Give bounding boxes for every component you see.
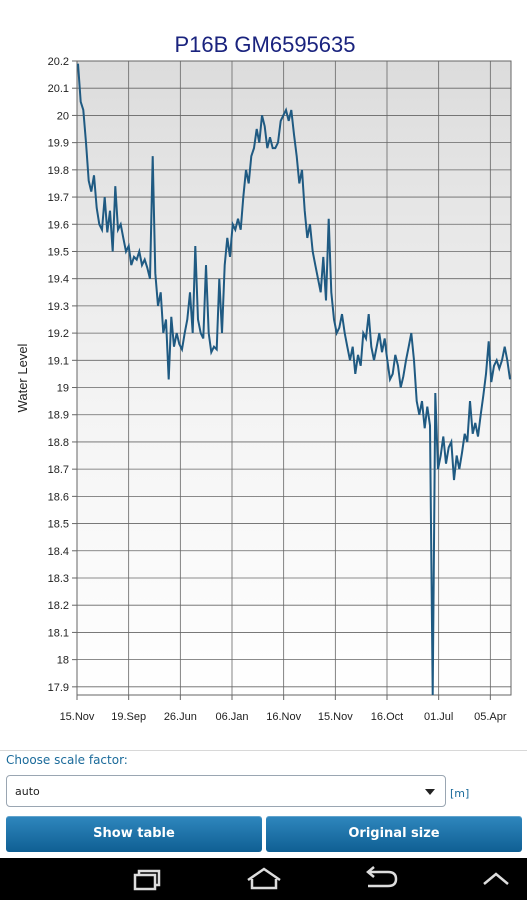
y-tick-label: 20.1 (48, 83, 69, 95)
water-level-chart: P16B GM6595635 20.2 20.1 20 19.9 19.8 19.7 19.… (15, 32, 512, 723)
chevron-up-icon[interactable] (466, 858, 526, 900)
y-tick-label: 18.5 (48, 519, 69, 531)
y-tick-label: 19 (57, 383, 69, 395)
x-tick-label: 06.Jan (215, 711, 248, 723)
y-tick-label: 18.1 (48, 627, 69, 639)
y-tick-label: 19.5 (48, 246, 69, 258)
original-size-button[interactable]: Original size (266, 816, 522, 852)
y-tick-label: 19.9 (48, 138, 69, 150)
chart-panel: P16B GM6595635 20.2 20.1 20 19.9 19.8 19.7 19.… (0, 32, 527, 751)
y-tick-label: 18.6 (48, 491, 69, 503)
y-tick-label: 19.4 (48, 274, 69, 286)
y-tick-label: 18.4 (48, 546, 69, 558)
x-tick-label: 15.Nov (60, 711, 95, 723)
show-table-button[interactable]: Show table (6, 816, 262, 852)
y-tick-label: 19.1 (48, 355, 69, 367)
y-tick-label: 18.3 (48, 573, 69, 585)
x-tick-label: 16.Nov (266, 711, 301, 723)
back-icon[interactable] (350, 858, 410, 900)
y-tick-label: 18.9 (48, 410, 69, 422)
y-tick-label: 19.6 (48, 219, 69, 231)
series-line (77, 63, 511, 696)
x-tick-label: 05.Apr (474, 711, 507, 723)
x-tick-label: 01.Jul (424, 711, 453, 723)
dropdown-arrow-icon (425, 789, 435, 795)
x-tick-label: 26.Jun (164, 711, 197, 723)
y-tick-label: 19.2 (48, 328, 69, 340)
y-tick-label: 19.7 (48, 192, 69, 204)
y-tick-label: 18.7 (48, 464, 69, 476)
y-tick-label: 20.2 (48, 56, 69, 68)
y-tick-label: 19.8 (48, 165, 69, 177)
unit-label: [m] (450, 787, 470, 800)
scale-factor-select[interactable]: auto (6, 775, 446, 807)
x-tick-label: 15.Nov (318, 711, 353, 723)
y-tick-label: 20 (57, 110, 69, 122)
y-tick-label: 18 (57, 655, 69, 667)
recent-apps-icon[interactable] (120, 858, 180, 900)
scale-factor-value: auto (15, 785, 40, 798)
x-tick-label: 19.Sep (111, 711, 146, 723)
x-tick-label: 16.Oct (371, 711, 403, 723)
scale-factor-label: Choose scale factor: (6, 753, 128, 767)
y-tick-label: 19.3 (48, 301, 69, 313)
y-axis-label: Water Level (15, 343, 30, 412)
y-tick-label: 17.9 (48, 682, 69, 694)
chart-title: P16B GM6595635 (174, 32, 355, 57)
y-tick-label: 18.2 (48, 600, 69, 612)
navigation-bar (0, 858, 527, 900)
home-icon[interactable] (234, 858, 294, 900)
plot-area (76, 60, 512, 696)
y-tick-label: 18.8 (48, 437, 69, 449)
